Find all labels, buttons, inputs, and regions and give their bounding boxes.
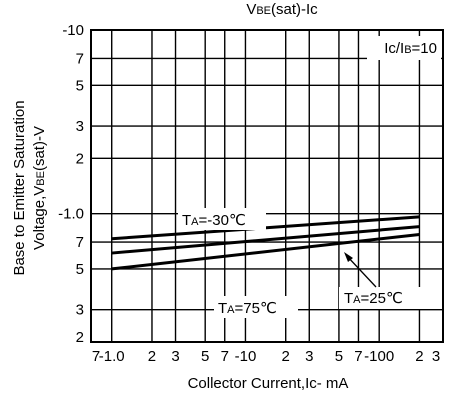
label-series-1: TA=-30℃: [182, 212, 246, 229]
y-tick-label: 3: [76, 118, 84, 135]
label-series-2: TA=25℃: [344, 290, 403, 307]
leader-arrowhead: [344, 252, 353, 262]
y-tick-label: 5: [76, 261, 84, 278]
y-tick-label: 7: [76, 50, 84, 67]
y-tick-label: 7: [76, 234, 84, 251]
y-axis-title-line2: Voltage,VBE(sat)-V: [31, 126, 48, 250]
y-tick-label: 3: [76, 302, 84, 319]
y-tick-label: 5: [76, 77, 84, 94]
condition-box-bg: [367, 36, 441, 60]
y-axis-title-line1: Base to Emitter Saturation: [11, 100, 28, 275]
leader-series-2: [345, 254, 377, 288]
x-tick-label: 3: [432, 348, 440, 365]
y-tick-label: 2: [76, 150, 84, 167]
x-tick-label: -10: [235, 348, 257, 365]
plot-frame: [90, 29, 444, 343]
condition-label: Ic/IB=10: [384, 40, 437, 57]
x-tick-label: 5: [335, 348, 343, 365]
y-tick-label: 2: [76, 329, 84, 346]
y-tick-label: -1.0: [58, 206, 84, 223]
chart-title: VBE(sat)-Ic: [246, 1, 318, 18]
x-tick-label: 2: [415, 348, 423, 365]
x-tick-labels: 7-1.0 2 3 5 7 -10 2 3 5 7 -100 2 3: [92, 348, 440, 365]
y-tick-labels: -10 7 5 3 2 -1.0 7 5 3 2: [58, 22, 84, 346]
x-tick-label: 2: [282, 348, 290, 365]
label-bg-series-2: [339, 287, 423, 309]
label-bg-series-1: [178, 208, 266, 230]
x-tick-label: 3: [305, 348, 313, 365]
x-tick-label: 7: [354, 348, 362, 365]
x-tick-label: 7: [221, 348, 229, 365]
label-series-3: TA=75℃: [218, 300, 277, 317]
x-tick-label: 5: [201, 348, 209, 365]
series-line-2: [111, 225, 420, 255]
x-tick-label: 3: [171, 348, 179, 365]
x-axis-title: Collector Current,Ic- mA: [188, 375, 349, 392]
x-tick-label: -100: [364, 348, 394, 365]
series-line-3: [111, 232, 420, 271]
y-tick-label: -10: [62, 22, 84, 39]
x-tick-label: 7: [92, 348, 100, 365]
label-bg-series-3: [214, 296, 298, 318]
x-tick-label: 2: [148, 348, 156, 365]
x-tick-label: -1.0: [99, 348, 125, 365]
